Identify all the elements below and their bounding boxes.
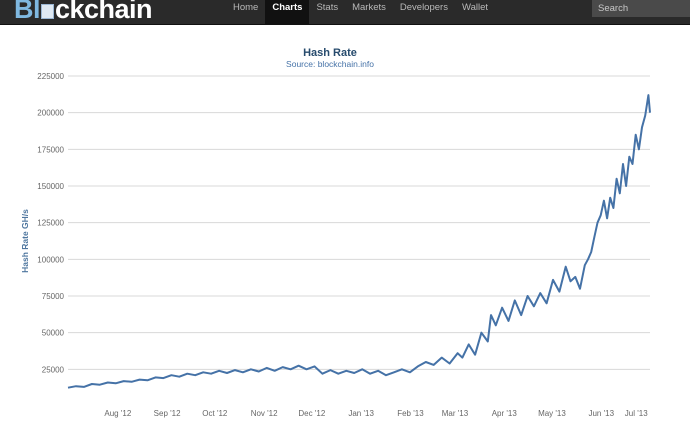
y-tick-label: 125000 (37, 219, 64, 228)
y-tick-label: 175000 (37, 145, 64, 154)
y-tick-label: 150000 (37, 182, 64, 191)
chart-title: Hash Rate (303, 47, 357, 59)
nav-developers[interactable]: Developers (399, 2, 448, 13)
x-tick-label: Jan '13 (348, 409, 374, 418)
y-tick-label: 100000 (37, 255, 64, 264)
hash-rate-series-line (67, 94, 651, 389)
y-tick-label: 75000 (42, 292, 65, 301)
y-tick-label: 25000 (42, 365, 65, 374)
y-tick-label: 50000 (42, 329, 65, 338)
logo-text-end: ckchain (55, 0, 153, 24)
chart-subtitle: Source: blockchain.info (286, 59, 374, 69)
x-tick-label: Apr '13 (492, 409, 518, 418)
logo-cube-icon (41, 3, 54, 19)
x-tick-label: Feb '13 (397, 409, 424, 418)
y-tick-label: 225000 (37, 72, 64, 81)
y-tick-label: 200000 (37, 109, 64, 118)
series-layer (67, 94, 651, 389)
x-tick-label: Dec '12 (298, 409, 325, 418)
x-axis-ticks: Aug '12 Sep '12 Oct '12 Nov '12 Dec '12 Jan '… (104, 409, 648, 418)
x-tick-label: Mar '13 (442, 409, 469, 418)
x-tick-label: Nov '12 (251, 409, 278, 418)
nav-markets[interactable]: Markets (352, 2, 386, 13)
x-tick-label: Jul '13 (625, 409, 648, 418)
x-tick-label: Aug '12 (104, 409, 131, 418)
gridlines (68, 75, 650, 370)
nav-charts[interactable]: Charts (265, 0, 310, 24)
logo-text-start: Bl (14, 0, 41, 24)
x-tick-label: Oct '12 (202, 409, 228, 418)
top-navbar: Bl ckchain Home Charts Stats Markets Dev… (0, 0, 690, 25)
search-input[interactable] (592, 0, 690, 17)
x-tick-label: Jun '13 (588, 409, 614, 418)
nav-wallet[interactable]: Wallet (461, 2, 488, 13)
y-axis-ticks: 25000 50000 75000 100000 125000 150000 175000 2… (37, 72, 64, 374)
main-nav: Home Charts Stats Markets Developers Wal… (226, 0, 495, 24)
y-axis-label: Hash Rate GH/s (20, 209, 30, 273)
x-tick-label: May '13 (538, 409, 566, 418)
nav-home[interactable]: Home (233, 2, 259, 13)
blockchain-logo[interactable]: Bl ckchain (14, 0, 153, 25)
nav-stats[interactable]: Stats (316, 2, 339, 13)
x-tick-label: Sep '12 (154, 409, 181, 418)
